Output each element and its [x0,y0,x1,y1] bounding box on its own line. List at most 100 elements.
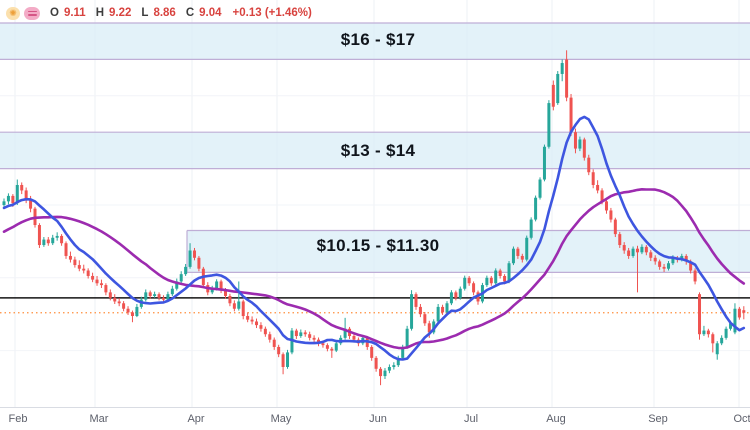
candle-body [600,190,604,202]
candle-body [609,210,613,220]
candle-body [215,281,219,289]
candle-body [197,257,201,269]
candle-body [684,255,688,262]
candle-body [64,243,68,256]
candle-body [622,245,626,251]
candle-body [534,197,538,220]
candle-body [122,303,126,309]
candle-body [436,306,440,322]
price-zone [0,132,750,169]
candle-body [640,246,644,253]
candle-body [560,63,564,74]
candle-body [729,323,733,329]
candle-body [542,146,546,180]
price-zone [187,230,750,273]
candle-body [401,346,405,358]
low-value: 8.86 [153,7,176,19]
candle-body [467,277,471,284]
candle-body [374,357,378,369]
candle-body [742,310,746,313]
candle-body [259,325,263,329]
candle-body [662,266,666,269]
candle-body [511,248,515,264]
candle-body [99,283,103,286]
candle-body [24,190,28,200]
candle-body [653,257,657,262]
price-chart[interactable] [0,0,750,408]
candle-body [449,292,453,304]
candle-body [286,352,290,367]
candle-body [565,59,569,98]
candle-body [587,157,591,173]
candle-body [720,337,724,344]
candle-body [68,255,72,260]
candle-body [210,288,214,293]
pink-list-badge-icon[interactable] [24,6,40,20]
candle-body [423,314,427,324]
candle-body [91,275,95,280]
candle-body [414,294,418,307]
zone-label-13-14[interactable]: $13 - $14 [340,141,416,160]
candle-body [706,330,710,335]
candle-body [658,261,662,267]
candle-body [671,257,675,264]
candle-body [693,270,697,282]
open-label: O [50,7,59,19]
candle-body [343,328,347,338]
candle-body [184,266,188,275]
candle-body [547,103,551,147]
candle-body [498,270,502,276]
candle-body [228,296,232,304]
candle-body [405,328,409,347]
candle-body [42,239,46,246]
candle-body [232,303,236,309]
candle-body [352,336,356,340]
zone-label-10.15-11.30[interactable]: $10.15 - $11.30 [316,236,440,255]
candle-body [418,306,422,315]
candle-body [144,292,148,300]
candle-body [321,343,325,346]
candle-body [489,277,493,284]
candle-body [556,73,560,104]
candle-body [237,301,241,309]
candle-body [82,268,86,271]
candle-body [445,303,449,313]
candle-body [281,354,285,367]
candle-body [680,255,684,260]
sun-badge-icon[interactable]: ✺ [6,6,20,20]
candle-body [299,332,303,337]
candle-body [263,328,267,335]
candle-body [224,290,227,296]
candle-body [503,275,507,282]
candle-body [86,270,90,276]
candle-body [604,201,608,211]
zone-label-16-17[interactable]: $16 - $17 [340,30,416,49]
candle-body [268,334,272,340]
candle-body [73,259,77,266]
month-label-jul: Jul [463,413,479,425]
candle-body [153,294,157,296]
candle-body [175,281,179,289]
candle-body [20,184,24,191]
low-label: L [141,7,149,19]
candle-body [724,328,728,338]
open-value: 9.11 [63,7,86,19]
candle-body [631,248,635,256]
time-axis[interactable]: Feb Mar Apr May Jun Jul Aug Sep Oct [0,407,750,430]
high-label: H [95,7,105,19]
candle-body [148,292,152,296]
month-label-aug: Aug [546,413,566,425]
candle-body [255,321,259,326]
candle-body [525,237,529,260]
fast-ma-line [2,115,746,361]
candle-body [37,225,41,246]
candle-body [379,368,383,377]
candle-body [529,219,533,238]
candle-body [29,199,33,209]
candle-body [596,184,600,191]
candle-body [11,195,15,204]
candle-body [520,255,524,260]
candle-body [494,270,498,284]
candle-body [591,172,595,185]
